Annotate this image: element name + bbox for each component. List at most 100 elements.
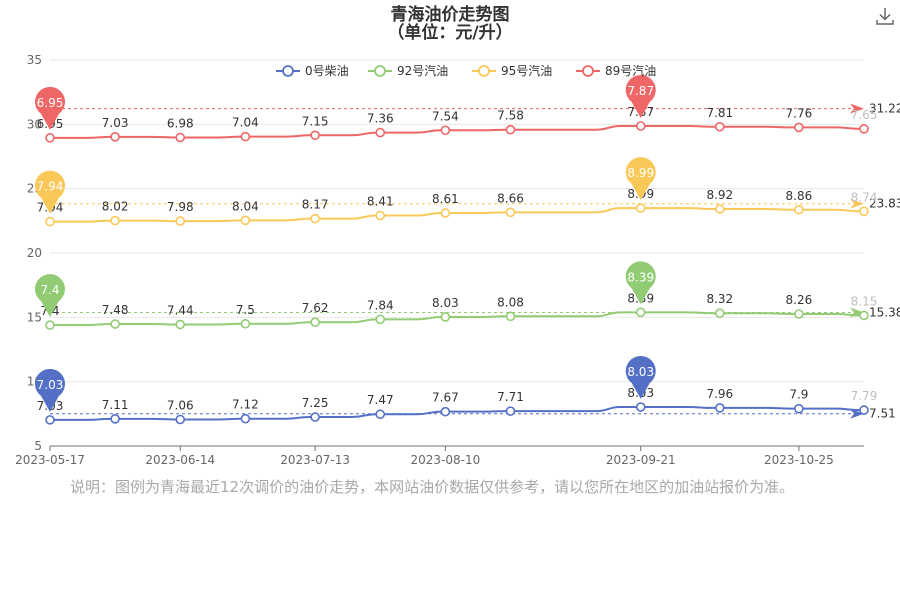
data-point	[310, 317, 320, 328]
data-label: 7.96	[706, 387, 733, 401]
average-arrow	[850, 103, 864, 114]
min-marker: 6.95	[35, 86, 65, 130]
x-tick-label: 2023-06-14	[145, 453, 215, 467]
data-label: 7.67	[432, 391, 459, 405]
data-label: 7.03	[102, 116, 129, 130]
data-point	[110, 215, 120, 226]
pin-label: 7.94	[37, 180, 64, 194]
chart-subtitle: （单位：元/升）	[387, 22, 512, 43]
y-tick-label: 20	[27, 246, 42, 260]
data-point	[794, 122, 804, 133]
legend-item[interactable]: 89号汽油	[576, 63, 656, 78]
data-label: 7.81	[706, 106, 733, 120]
data-point	[859, 206, 869, 217]
min-marker: 7.94	[35, 170, 65, 214]
legend-item[interactable]: 0号柴油	[276, 64, 349, 78]
data-label: 7.54	[432, 109, 459, 123]
average-label: 15.38	[869, 305, 900, 319]
data-point	[45, 415, 55, 425]
data-label: 7.06	[167, 398, 194, 412]
x-tick-label: 2023-07-13	[280, 453, 350, 467]
y-tick-label: 30	[27, 117, 42, 131]
data-label: 7.71	[497, 390, 524, 404]
data-point	[175, 216, 186, 226]
pin-label: 8.03	[627, 365, 654, 379]
data-label: 7.65	[851, 108, 878, 122]
data-point	[715, 308, 725, 319]
data-point	[375, 210, 386, 221]
pin-shape	[625, 75, 656, 119]
min-marker: 7.4	[35, 274, 65, 318]
data-point	[240, 215, 251, 226]
x-tick-label: 2023-05-17	[15, 453, 85, 467]
data-label: 8.41	[367, 195, 394, 209]
pin-label: 7.4	[40, 283, 59, 297]
data-label: 7.5	[236, 303, 255, 317]
data-label: 7.12	[232, 398, 259, 412]
data-point	[45, 320, 55, 330]
pin-shape	[35, 170, 65, 214]
legend-item[interactable]: 95号汽油	[472, 63, 552, 78]
data-point	[240, 131, 251, 142]
data-point	[440, 125, 451, 136]
pin-label: 8.39	[627, 270, 654, 284]
data-label: 8.04	[232, 199, 259, 213]
legend-label: 92号汽油	[397, 63, 448, 78]
data-point	[635, 121, 646, 131]
average-arrow	[850, 408, 864, 419]
x-tick-label: 2023-10-25	[764, 453, 834, 467]
data-label: 7.11	[102, 398, 129, 412]
data-point	[110, 414, 120, 424]
pin-shape	[625, 261, 656, 305]
data-label: 8.66	[497, 191, 524, 205]
data-label: 8.86	[786, 189, 813, 203]
legend-item[interactable]: 92号汽油	[368, 63, 448, 78]
data-point	[240, 318, 251, 329]
legend: 0号柴油 92号汽油 95号汽油 89号汽油	[276, 63, 656, 78]
data-point	[175, 414, 186, 425]
data-label: 7.04	[232, 116, 259, 130]
data-label: 8.08	[497, 295, 524, 309]
chart-title: 青海油价走势图	[391, 4, 510, 25]
data-point	[440, 208, 451, 218]
data-label: 7.48	[102, 303, 129, 317]
legend-label: 0号柴油	[305, 64, 349, 78]
data-label: 6.98	[167, 116, 194, 130]
data-label: 8.26	[786, 293, 813, 307]
max-marker: 8.03	[625, 356, 656, 400]
data-label: 7.84	[367, 298, 394, 312]
data-label: 7.25	[302, 396, 329, 410]
data-point	[175, 132, 186, 143]
data-point	[375, 409, 386, 420]
data-labels: 7.03 7.11 7.06 7.12 7.25 7.47 7.67 7.71 8.03 7.96…	[37, 105, 878, 413]
average-label: 7.51	[869, 407, 896, 421]
pin-label: 8.99	[627, 166, 654, 180]
data-label: 8.02	[102, 200, 129, 214]
data-label: 7.79	[851, 389, 878, 403]
data-label: 8.61	[432, 192, 459, 206]
data-point	[794, 403, 804, 414]
pin-shape	[625, 356, 656, 400]
data-point	[505, 124, 516, 135]
max-marker: 8.99	[625, 157, 656, 201]
data-point	[310, 213, 320, 224]
data-point	[375, 314, 386, 325]
download-button[interactable]	[874, 5, 896, 27]
data-label: 8.92	[706, 188, 733, 202]
legend-marker	[478, 65, 490, 77]
data-point	[635, 307, 646, 318]
data-point	[505, 311, 516, 322]
data-label: 8.74	[851, 190, 878, 204]
data-label: 7.47	[367, 393, 394, 407]
pin-shape	[625, 157, 656, 201]
data-point	[440, 406, 451, 417]
data-point	[440, 312, 451, 322]
data-point	[375, 127, 386, 138]
pin-label: 7.03	[37, 378, 64, 392]
max-marker: 7.87	[625, 75, 656, 119]
data-point	[794, 309, 804, 319]
min-marker: 7.03	[35, 368, 65, 412]
data-label: 7.58	[497, 109, 524, 123]
data-label: 7.76	[786, 106, 813, 120]
data-point	[715, 204, 725, 214]
